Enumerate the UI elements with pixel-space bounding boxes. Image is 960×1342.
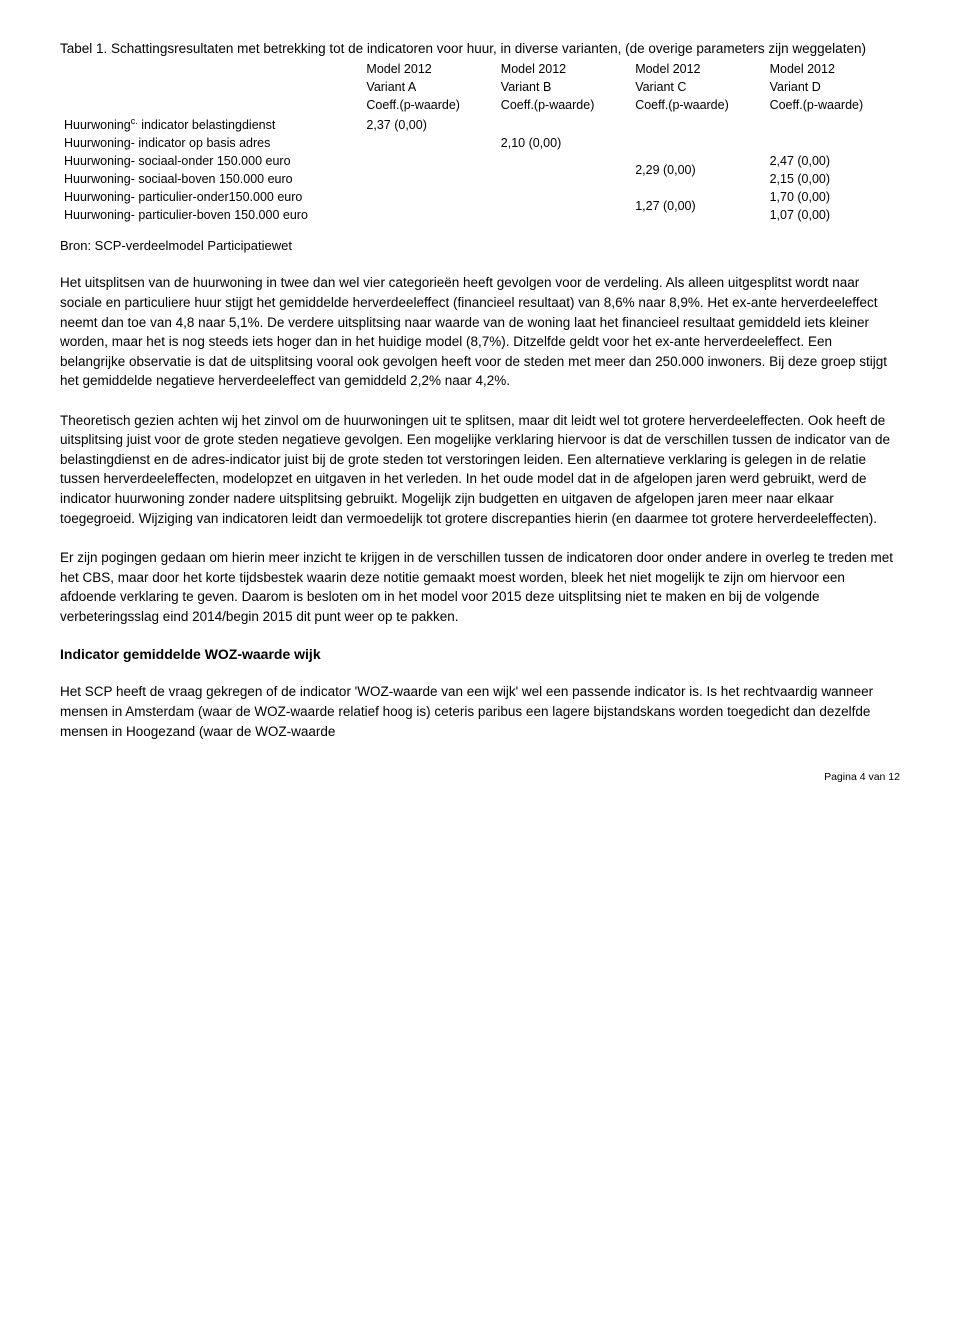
paragraph: Er zijn pogingen gedaan om hierin meer i… [60,548,900,626]
table-caption: Tabel 1. Schattingsresultaten met betrek… [60,40,900,58]
col-header-variant: Variant D [766,78,900,96]
col-header-model: Model 2012 [362,62,496,78]
paragraph: Het SCP heeft de vraag gekregen of de in… [60,682,900,741]
cell-value: 1,27 (0,00) [631,188,765,224]
results-table: Model 2012 Model 2012 Model 2012 Model 2… [60,62,900,224]
table-row: Variant A Variant B Variant C Variant D [60,78,900,96]
row-label: Huurwoningc. indicator belastingdienst [60,114,362,134]
table-row: Huurwoning- particulier-boven 150.000 eu… [60,206,900,224]
row-label: Huurwoning- sociaal-onder 150.000 euro [60,152,362,170]
table-source: Bron: SCP-verdeelmodel Participatiewet [60,238,900,253]
col-header-variant: Variant C [631,78,765,96]
paragraph: Het uitsplitsen van de huurwoning in twe… [60,273,900,390]
col-header-model: Model 2012 [497,62,631,78]
cell-value: 2,47 (0,00) [766,152,900,170]
col-header-coeff: Coeff.(p-waarde) [362,96,496,114]
row-label: Huurwoning- indicator op basis adres [60,134,362,152]
page-footer: Pagina 4 van 12 [60,771,900,783]
col-header-coeff: Coeff.(p-waarde) [631,96,765,114]
table-row: Huurwoning- sociaal-onder 150.000 euro 2… [60,152,900,170]
table-row: Huurwoningc. indicator belastingdienst 2… [60,114,900,134]
col-header-variant: Variant A [362,78,496,96]
col-header-model: Model 2012 [766,62,900,78]
row-label: Huurwoning- sociaal-boven 150.000 euro [60,170,362,188]
col-header-variant: Variant B [497,78,631,96]
cell-value: 2,29 (0,00) [631,152,765,188]
cell-value: 2,10 (0,00) [497,134,631,152]
col-header-coeff: Coeff.(p-waarde) [497,96,631,114]
paragraph: Theoretisch gezien achten wij het zinvol… [60,411,900,528]
table-row: Model 2012 Model 2012 Model 2012 Model 2… [60,62,900,78]
table-row: Huurwoning- sociaal-boven 150.000 euro 2… [60,170,900,188]
cell-value: 1,07 (0,00) [766,206,900,224]
section-heading: Indicator gemiddelde WOZ-waarde wijk [60,646,900,662]
cell-value: 2,37 (0,00) [362,114,496,134]
cell-value: 1,70 (0,00) [766,188,900,206]
col-header-model: Model 2012 [631,62,765,78]
col-header-coeff: Coeff.(p-waarde) [766,96,900,114]
row-label: Huurwoning- particulier-onder150.000 eur… [60,188,362,206]
table-row: Huurwoning- particulier-onder150.000 eur… [60,188,900,206]
page-container: Tabel 1. Schattingsresultaten met betrek… [0,0,960,823]
cell-value: 2,15 (0,00) [766,170,900,188]
row-label: Huurwoning- particulier-boven 150.000 eu… [60,206,362,224]
table-row: Coeff.(p-waarde) Coeff.(p-waarde) Coeff.… [60,96,900,114]
table-row: Huurwoning- indicator op basis adres 2,1… [60,134,900,152]
